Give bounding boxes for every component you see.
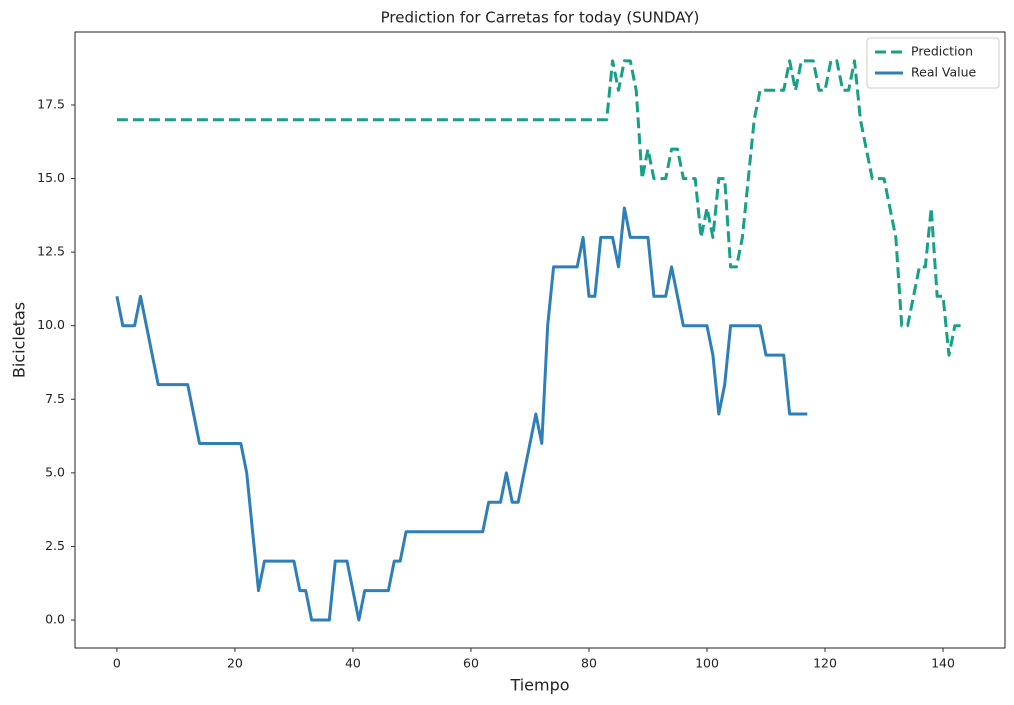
x-tick-label: 0: [113, 656, 121, 671]
legend: Prediction Real Value: [866, 37, 1000, 89]
x-tick-label: 60: [463, 656, 479, 671]
x-tick-label: 20: [227, 656, 243, 671]
x-tick-label: 140: [931, 656, 955, 671]
x-axis-label: Tiempo: [509, 676, 569, 695]
y-tick-label: 0.0: [45, 612, 65, 627]
legend-label: Real Value: [911, 65, 977, 80]
plot-frame: [74, 31, 1006, 649]
y-tick-label: 2.5: [45, 538, 65, 553]
x-tick-label: 40: [345, 656, 361, 671]
y-tick-label: 17.5: [37, 96, 65, 111]
x-tick-label: 80: [581, 656, 597, 671]
y-axis-label: Bicicletas: [10, 302, 29, 378]
y-tick-label: 10.0: [37, 317, 65, 332]
chart-title: Prediction for Carretas for today (SUNDA…: [381, 9, 700, 27]
x-tick-label: 100: [695, 656, 719, 671]
x-tick-label: 120: [813, 656, 837, 671]
data-line: [116, 59, 961, 357]
y-tick-label: 12.5: [37, 244, 65, 259]
y-tick-label: 15.0: [37, 170, 65, 185]
legend-label: Prediction: [911, 44, 973, 59]
y-tick-label: 7.5: [45, 391, 65, 406]
y-tick-label: 5.0: [45, 464, 65, 479]
data-line: [115, 206, 808, 622]
